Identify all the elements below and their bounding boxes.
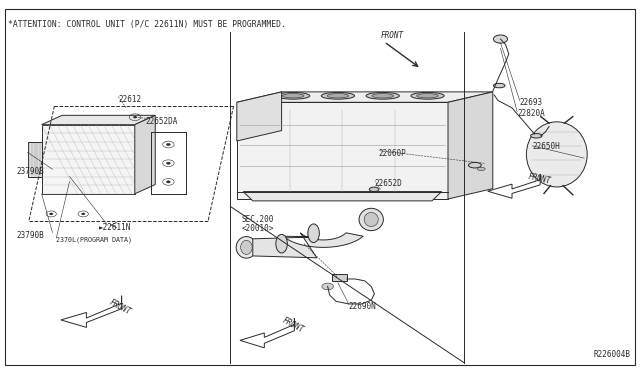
Ellipse shape — [359, 208, 383, 231]
Circle shape — [133, 116, 137, 118]
Circle shape — [49, 213, 53, 215]
Polygon shape — [61, 296, 122, 327]
Circle shape — [322, 283, 333, 290]
Circle shape — [166, 143, 170, 145]
Ellipse shape — [366, 92, 399, 99]
Text: 22693: 22693 — [520, 98, 543, 107]
Bar — [332, 274, 347, 281]
Text: 22820A: 22820A — [517, 109, 545, 118]
Circle shape — [81, 213, 85, 215]
Text: ►22611N: ►22611N — [99, 223, 132, 232]
Polygon shape — [42, 115, 156, 125]
Circle shape — [166, 181, 170, 183]
Ellipse shape — [276, 92, 310, 99]
Ellipse shape — [477, 167, 485, 170]
Text: 22612: 22612 — [118, 95, 141, 104]
Polygon shape — [237, 92, 282, 141]
Circle shape — [493, 35, 508, 43]
Text: R226004B: R226004B — [593, 350, 630, 359]
Ellipse shape — [468, 163, 481, 168]
Bar — [28, 142, 42, 176]
Ellipse shape — [369, 187, 379, 192]
Polygon shape — [253, 233, 363, 258]
Ellipse shape — [417, 94, 438, 98]
Ellipse shape — [364, 212, 378, 227]
Text: 22652D: 22652D — [374, 179, 402, 187]
Polygon shape — [237, 92, 493, 102]
Text: SEC.200: SEC.200 — [242, 215, 275, 224]
Ellipse shape — [493, 83, 505, 88]
Ellipse shape — [526, 122, 588, 187]
Bar — [42, 125, 135, 194]
Ellipse shape — [327, 94, 349, 98]
Text: FRONT: FRONT — [380, 31, 403, 40]
Ellipse shape — [236, 237, 257, 258]
Text: 23790B: 23790B — [16, 231, 44, 240]
Ellipse shape — [411, 92, 444, 99]
Text: FRONT: FRONT — [527, 172, 552, 186]
Polygon shape — [135, 115, 156, 194]
Text: *ATTENTION: CONTROL UNIT (P/C 22611N) MUST BE PROGRAMMED.: *ATTENTION: CONTROL UNIT (P/C 22611N) MU… — [8, 20, 285, 29]
Polygon shape — [243, 192, 442, 201]
Text: <20010>: <20010> — [242, 224, 275, 233]
Text: 22650H: 22650H — [532, 142, 560, 151]
Text: FRONT: FRONT — [280, 315, 305, 334]
Polygon shape — [448, 92, 493, 199]
Ellipse shape — [308, 224, 319, 243]
Text: 22652DA: 22652DA — [146, 117, 179, 126]
Ellipse shape — [321, 92, 355, 99]
Ellipse shape — [372, 94, 394, 98]
Ellipse shape — [276, 234, 287, 253]
Ellipse shape — [282, 94, 304, 98]
Text: 23790B: 23790B — [16, 167, 44, 176]
Polygon shape — [488, 174, 540, 198]
Circle shape — [166, 162, 170, 164]
Polygon shape — [237, 102, 448, 199]
Ellipse shape — [531, 134, 542, 138]
Text: 2370L(PROGRAM DATA): 2370L(PROGRAM DATA) — [56, 237, 132, 243]
Text: 22690N: 22690N — [349, 302, 376, 311]
Ellipse shape — [241, 240, 252, 254]
Text: 22060P: 22060P — [379, 149, 406, 158]
Polygon shape — [240, 318, 294, 348]
Text: FRONT: FRONT — [108, 298, 132, 317]
